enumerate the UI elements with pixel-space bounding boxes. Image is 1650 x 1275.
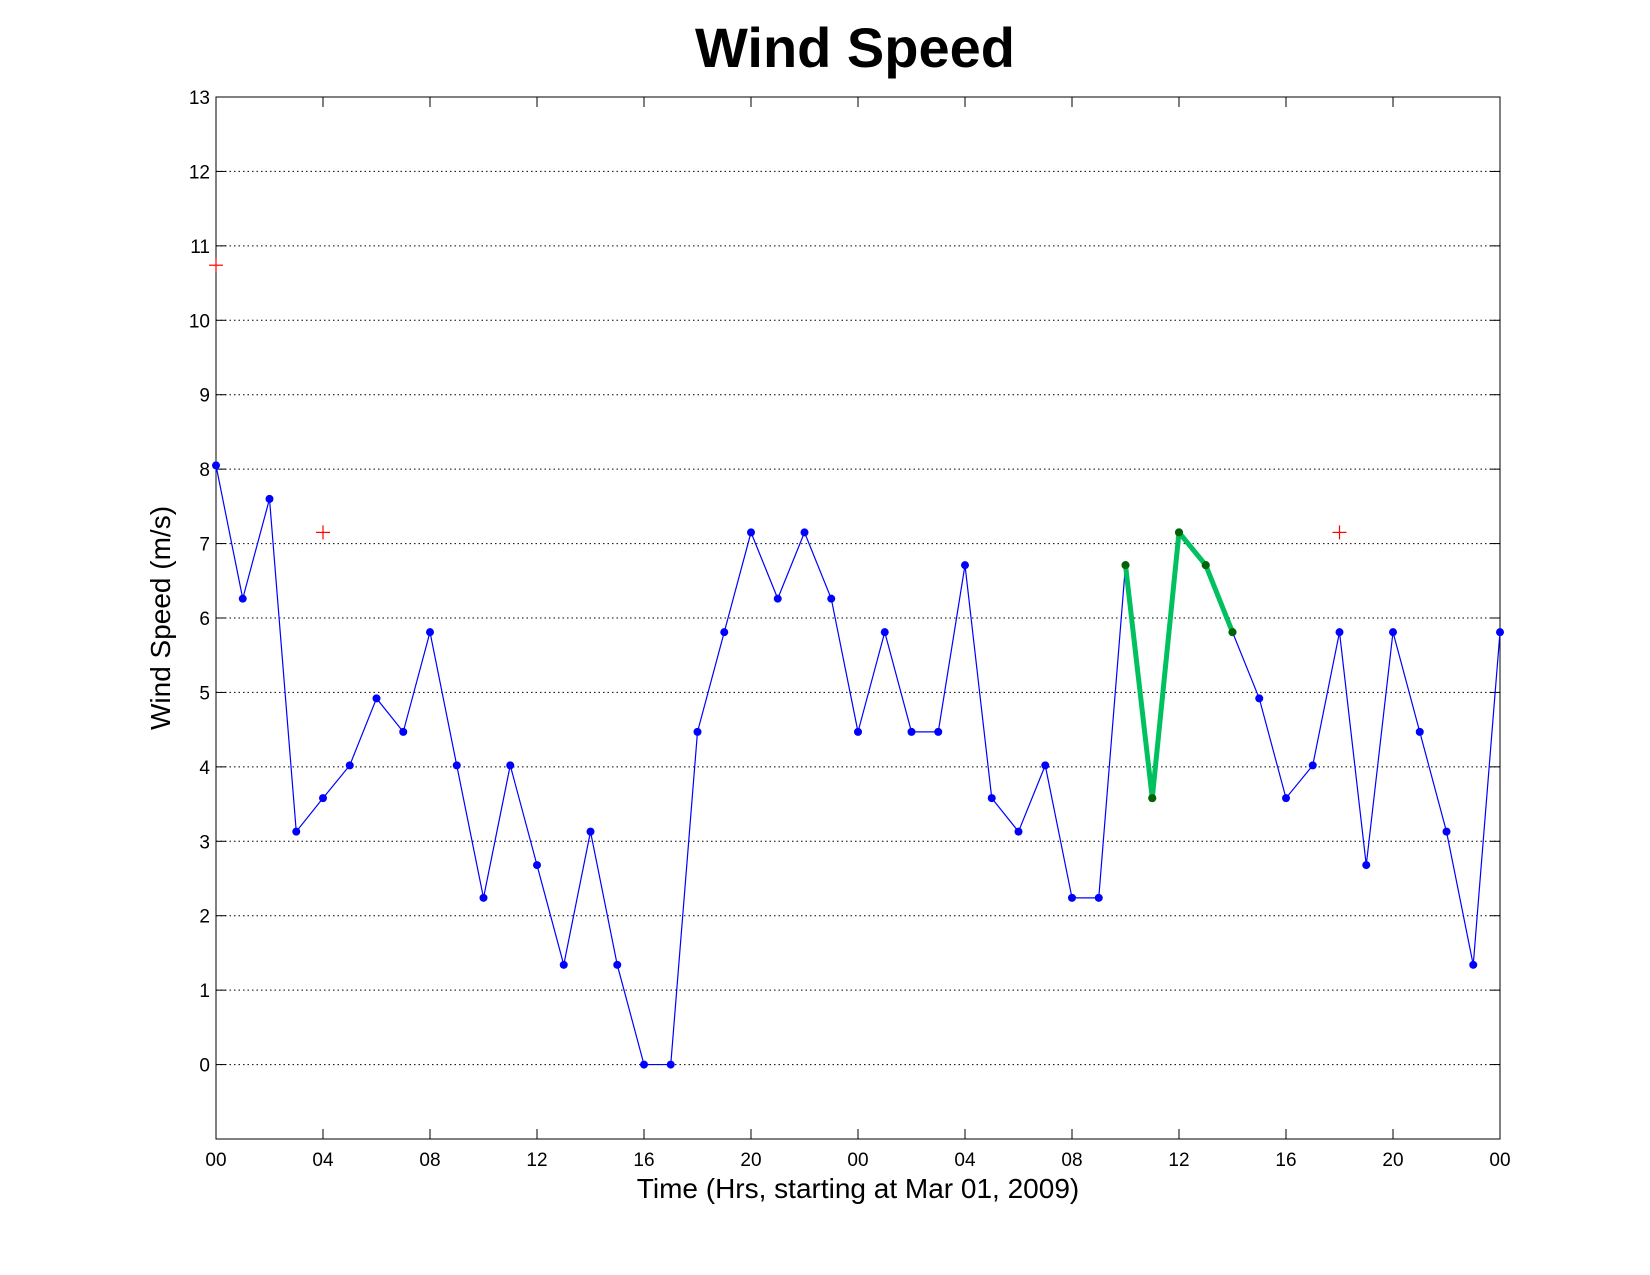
data-point-wind-speed <box>1389 628 1397 637</box>
data-point-wind-speed <box>319 794 327 803</box>
data-point-wind-speed <box>854 727 862 736</box>
chart-title: Wind Speed <box>695 16 1015 79</box>
y-tick-label: 1 <box>199 981 210 1002</box>
data-point-wind-speed <box>1335 628 1344 637</box>
x-tick-label: 12 <box>526 1150 547 1171</box>
data-point-wind-speed <box>987 794 996 803</box>
data-point-wind-speed <box>1068 893 1076 902</box>
data-point-wind-speed <box>452 761 461 770</box>
data-point-wind-speed <box>1255 694 1264 703</box>
data-point-highlight <box>1201 561 1210 570</box>
y-tick-label: 13 <box>189 88 210 109</box>
x-tick-label: 04 <box>312 1150 334 1171</box>
data-point-wind-speed <box>1308 761 1317 770</box>
data-point-wind-speed <box>827 594 836 603</box>
y-tick-label: 6 <box>199 609 210 630</box>
x-axis-label: Time (Hrs, starting at Mar 01, 2009) <box>637 1173 1079 1204</box>
y-tick-label: 10 <box>189 311 210 332</box>
data-point-wind-speed <box>907 727 916 736</box>
data-point-wind-speed <box>1496 628 1504 637</box>
series-line-highlight <box>1123 529 1235 801</box>
data-point-highlight <box>1121 561 1130 570</box>
data-point-wind-speed <box>613 960 622 969</box>
data-point-highlight <box>1228 628 1237 637</box>
data-point-wind-speed <box>720 628 729 637</box>
data-point-wind-speed <box>1041 761 1050 770</box>
data-point-wind-speed <box>399 727 408 736</box>
plus-marker <box>316 525 330 540</box>
x-tick-label: 00 <box>847 1150 868 1171</box>
x-tick-label: 08 <box>1061 1150 1082 1171</box>
data-point-wind-speed <box>693 727 702 736</box>
y-tick-label: 8 <box>199 460 210 481</box>
data-point-wind-speed <box>479 893 488 902</box>
data-point-wind-speed <box>1415 727 1424 736</box>
data-point-wind-speed <box>292 827 301 836</box>
y-axis-label: Wind Speed (m/s) <box>145 506 176 730</box>
data-point-wind-speed <box>506 761 515 770</box>
data-point-highlight <box>1148 794 1157 803</box>
data-point-wind-speed <box>1469 960 1478 969</box>
data-point-wind-speed <box>934 727 943 736</box>
data-point-wind-speed <box>372 694 381 703</box>
x-tick-label: 04 <box>954 1150 976 1171</box>
data-point-wind-speed <box>265 494 274 503</box>
x-axis: 00 04 08 12 16 20 00 04 08 12 16 20 00 <box>205 97 1511 1171</box>
plus-marker <box>1332 525 1347 540</box>
x-tick-label: 20 <box>1382 1150 1403 1171</box>
data-point-wind-speed <box>1014 827 1023 836</box>
y-tick-label: 7 <box>199 535 210 556</box>
data-point-wind-speed <box>1442 827 1451 836</box>
plot-area-frame <box>215 96 1501 1140</box>
data-point-wind-speed <box>1094 893 1103 902</box>
y-tick-label: 9 <box>199 386 210 407</box>
data-point-wind-speed <box>426 628 434 637</box>
y-tick-label: 5 <box>199 683 210 704</box>
y-tick-label: 11 <box>190 237 210 258</box>
plus-marker <box>209 258 223 273</box>
x-tick-label: 16 <box>633 1150 654 1171</box>
x-tick-label: 00 <box>1489 1150 1510 1171</box>
data-point-wind-speed <box>747 528 755 537</box>
data-point-wind-speed <box>345 761 354 770</box>
data-point-wind-speed <box>961 561 969 570</box>
data-point-wind-speed <box>880 628 889 637</box>
data-point-wind-speed <box>1282 794 1290 803</box>
x-tick-label: 20 <box>740 1150 761 1171</box>
series-line-wind-speed <box>215 465 1501 1066</box>
data-point-wind-speed <box>559 960 568 969</box>
data-point-wind-speed <box>533 861 541 870</box>
data-point-wind-speed <box>238 594 247 603</box>
x-tick-label: 16 <box>1275 1150 1296 1171</box>
data-point-wind-speed <box>666 1060 675 1069</box>
data-point-wind-speed <box>212 461 220 470</box>
x-tick-label: 08 <box>419 1150 440 1171</box>
data-point-wind-speed <box>640 1060 648 1069</box>
grid-lines <box>216 96 1500 1066</box>
x-tick-label: 12 <box>1168 1150 1189 1171</box>
y-tick-label: 12 <box>189 162 210 183</box>
data-point-wind-speed <box>773 594 782 603</box>
data-point-wind-speed <box>586 827 595 836</box>
data-point-wind-speed <box>1362 861 1371 870</box>
series-layer <box>209 258 1504 1069</box>
y-tick-label: 2 <box>199 907 210 928</box>
y-tick-label: 4 <box>199 758 210 779</box>
x-tick-label: 00 <box>205 1150 226 1171</box>
data-point-wind-speed <box>800 528 809 537</box>
data-point-highlight <box>1175 528 1183 537</box>
y-tick-label: 3 <box>199 832 210 853</box>
y-tick-label: 0 <box>199 1056 210 1077</box>
